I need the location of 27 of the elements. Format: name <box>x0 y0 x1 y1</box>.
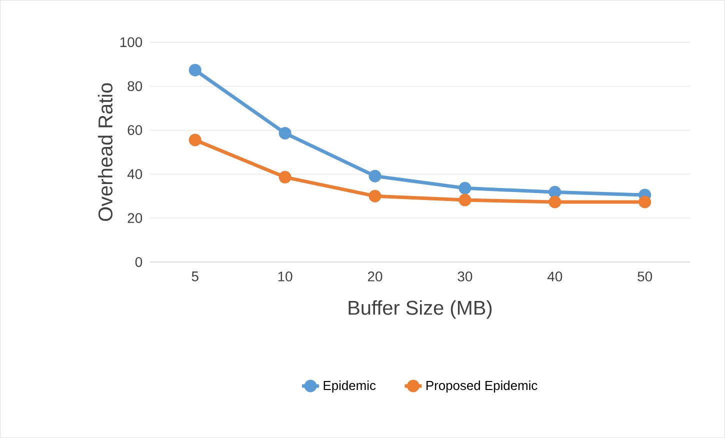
point <box>548 196 562 208</box>
point <box>638 196 652 208</box>
point <box>278 126 292 140</box>
y-tick-label: 100 <box>120 37 142 48</box>
point <box>458 194 472 206</box>
point <box>188 64 202 76</box>
point <box>368 190 382 202</box>
y-tick-label: 60 <box>128 125 142 135</box>
x-tick-label: 10 <box>278 271 292 282</box>
x-tick-label: 40 <box>547 271 562 282</box>
point <box>278 170 292 184</box>
legend-label: Proposed Epidemic <box>426 380 538 393</box>
x-tick-label: 5 <box>192 271 198 282</box>
point <box>458 182 472 194</box>
legend-label: Epidemic <box>324 380 376 393</box>
x-tick-label: 30 <box>458 271 472 282</box>
point <box>548 186 562 198</box>
y-axis-title: Overhead Ratio <box>98 83 113 221</box>
x-axis-title: Buffer Size (MB) <box>348 300 492 319</box>
point <box>368 170 382 182</box>
y-tick-label: 20 <box>128 213 142 223</box>
point <box>188 134 202 146</box>
y-tick-label: 0 <box>135 257 142 267</box>
x-tick-label: 20 <box>368 271 382 282</box>
x-tick-label: 50 <box>638 271 652 282</box>
y-tick-label: 80 <box>128 81 142 92</box>
y-tick-label: 40 <box>127 169 142 179</box>
